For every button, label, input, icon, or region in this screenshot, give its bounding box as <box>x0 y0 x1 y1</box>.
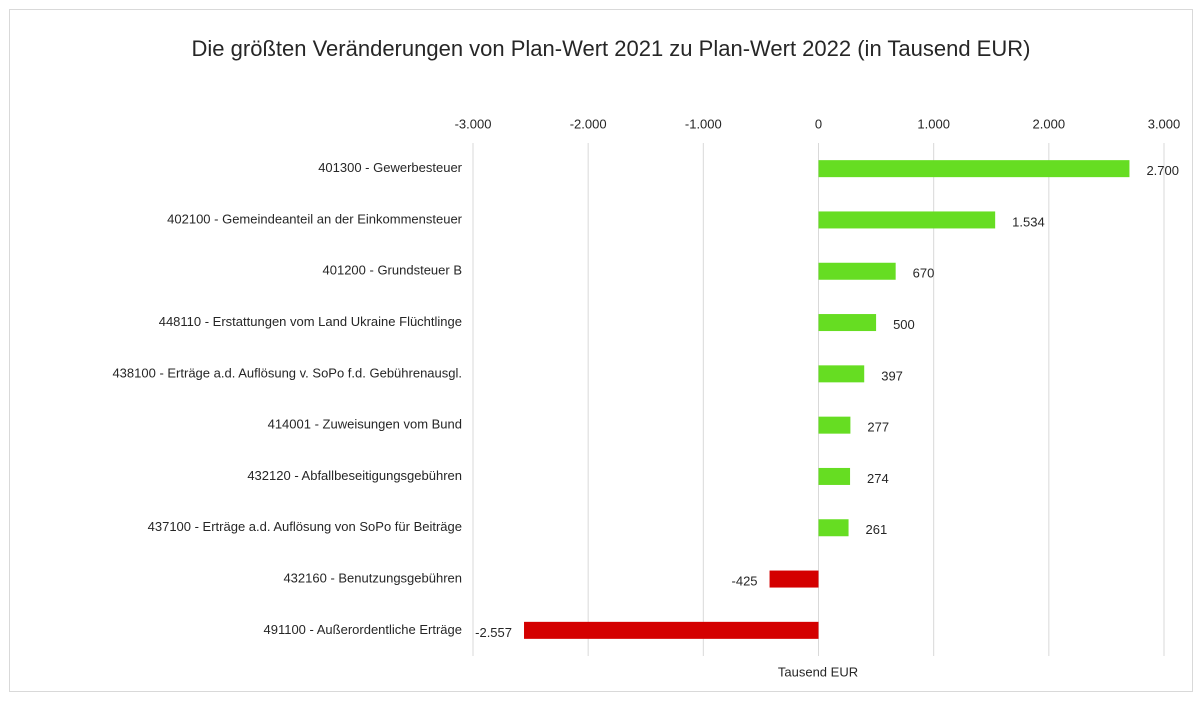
x-tick-label: -1.000 <box>685 116 722 131</box>
chart-border <box>9 9 1193 692</box>
bar <box>818 314 877 332</box>
y-tick-label: 432120 - Abfallbeseitigungsgebühren <box>247 468 462 483</box>
y-tick-label: 438100 - Erträge a.d. Auflösung v. SoPo … <box>112 365 462 380</box>
x-tick-label: -2.000 <box>570 116 607 131</box>
bar <box>818 262 896 280</box>
y-tick-label: 448110 - Erstattungen vom Land Ukraine F… <box>159 314 462 329</box>
bar <box>818 365 865 383</box>
x-tick-label: 3.000 <box>1148 116 1181 131</box>
chart-title: Die größten Veränderungen von Plan-Wert … <box>191 36 1031 61</box>
y-tick-label: 437100 - Erträge a.d. Auflösung von SoPo… <box>148 519 462 534</box>
x-tick-label: -3.000 <box>455 116 492 131</box>
y-tick-label: 401200 - Grundsteuer B <box>323 263 462 278</box>
value-label: 500 <box>893 317 915 332</box>
value-label: 670 <box>913 266 935 281</box>
bar <box>818 519 849 537</box>
value-label: 2.700 <box>1146 163 1179 178</box>
value-label: -2.557 <box>475 625 512 640</box>
value-label: -425 <box>732 573 758 588</box>
x-tick-label: 0 <box>815 116 822 131</box>
x-axis-title: Tausend EUR <box>778 664 858 679</box>
bar <box>818 211 996 229</box>
bar <box>524 621 819 639</box>
bar <box>818 467 851 485</box>
value-label: 397 <box>881 368 903 383</box>
bar <box>769 570 819 588</box>
y-tick-label: 414001 - Zuweisungen vom Bund <box>268 417 462 432</box>
y-tick-label: 402100 - Gemeindeanteil an der Einkommen… <box>167 211 463 226</box>
value-label: 274 <box>867 471 889 486</box>
value-label: 277 <box>867 420 889 435</box>
value-label: 261 <box>866 522 888 537</box>
bar <box>818 160 1130 178</box>
x-tick-label: 1.000 <box>917 116 950 131</box>
bar <box>818 416 851 434</box>
x-tick-label: 2.000 <box>1033 116 1066 131</box>
value-label: 1.534 <box>1012 214 1045 229</box>
y-tick-label: 491100 - Außerordentliche Erträge <box>264 622 463 637</box>
y-tick-label: 401300 - Gewerbesteuer <box>318 160 462 175</box>
y-tick-label: 432160 - Benutzungsgebühren <box>283 570 462 585</box>
